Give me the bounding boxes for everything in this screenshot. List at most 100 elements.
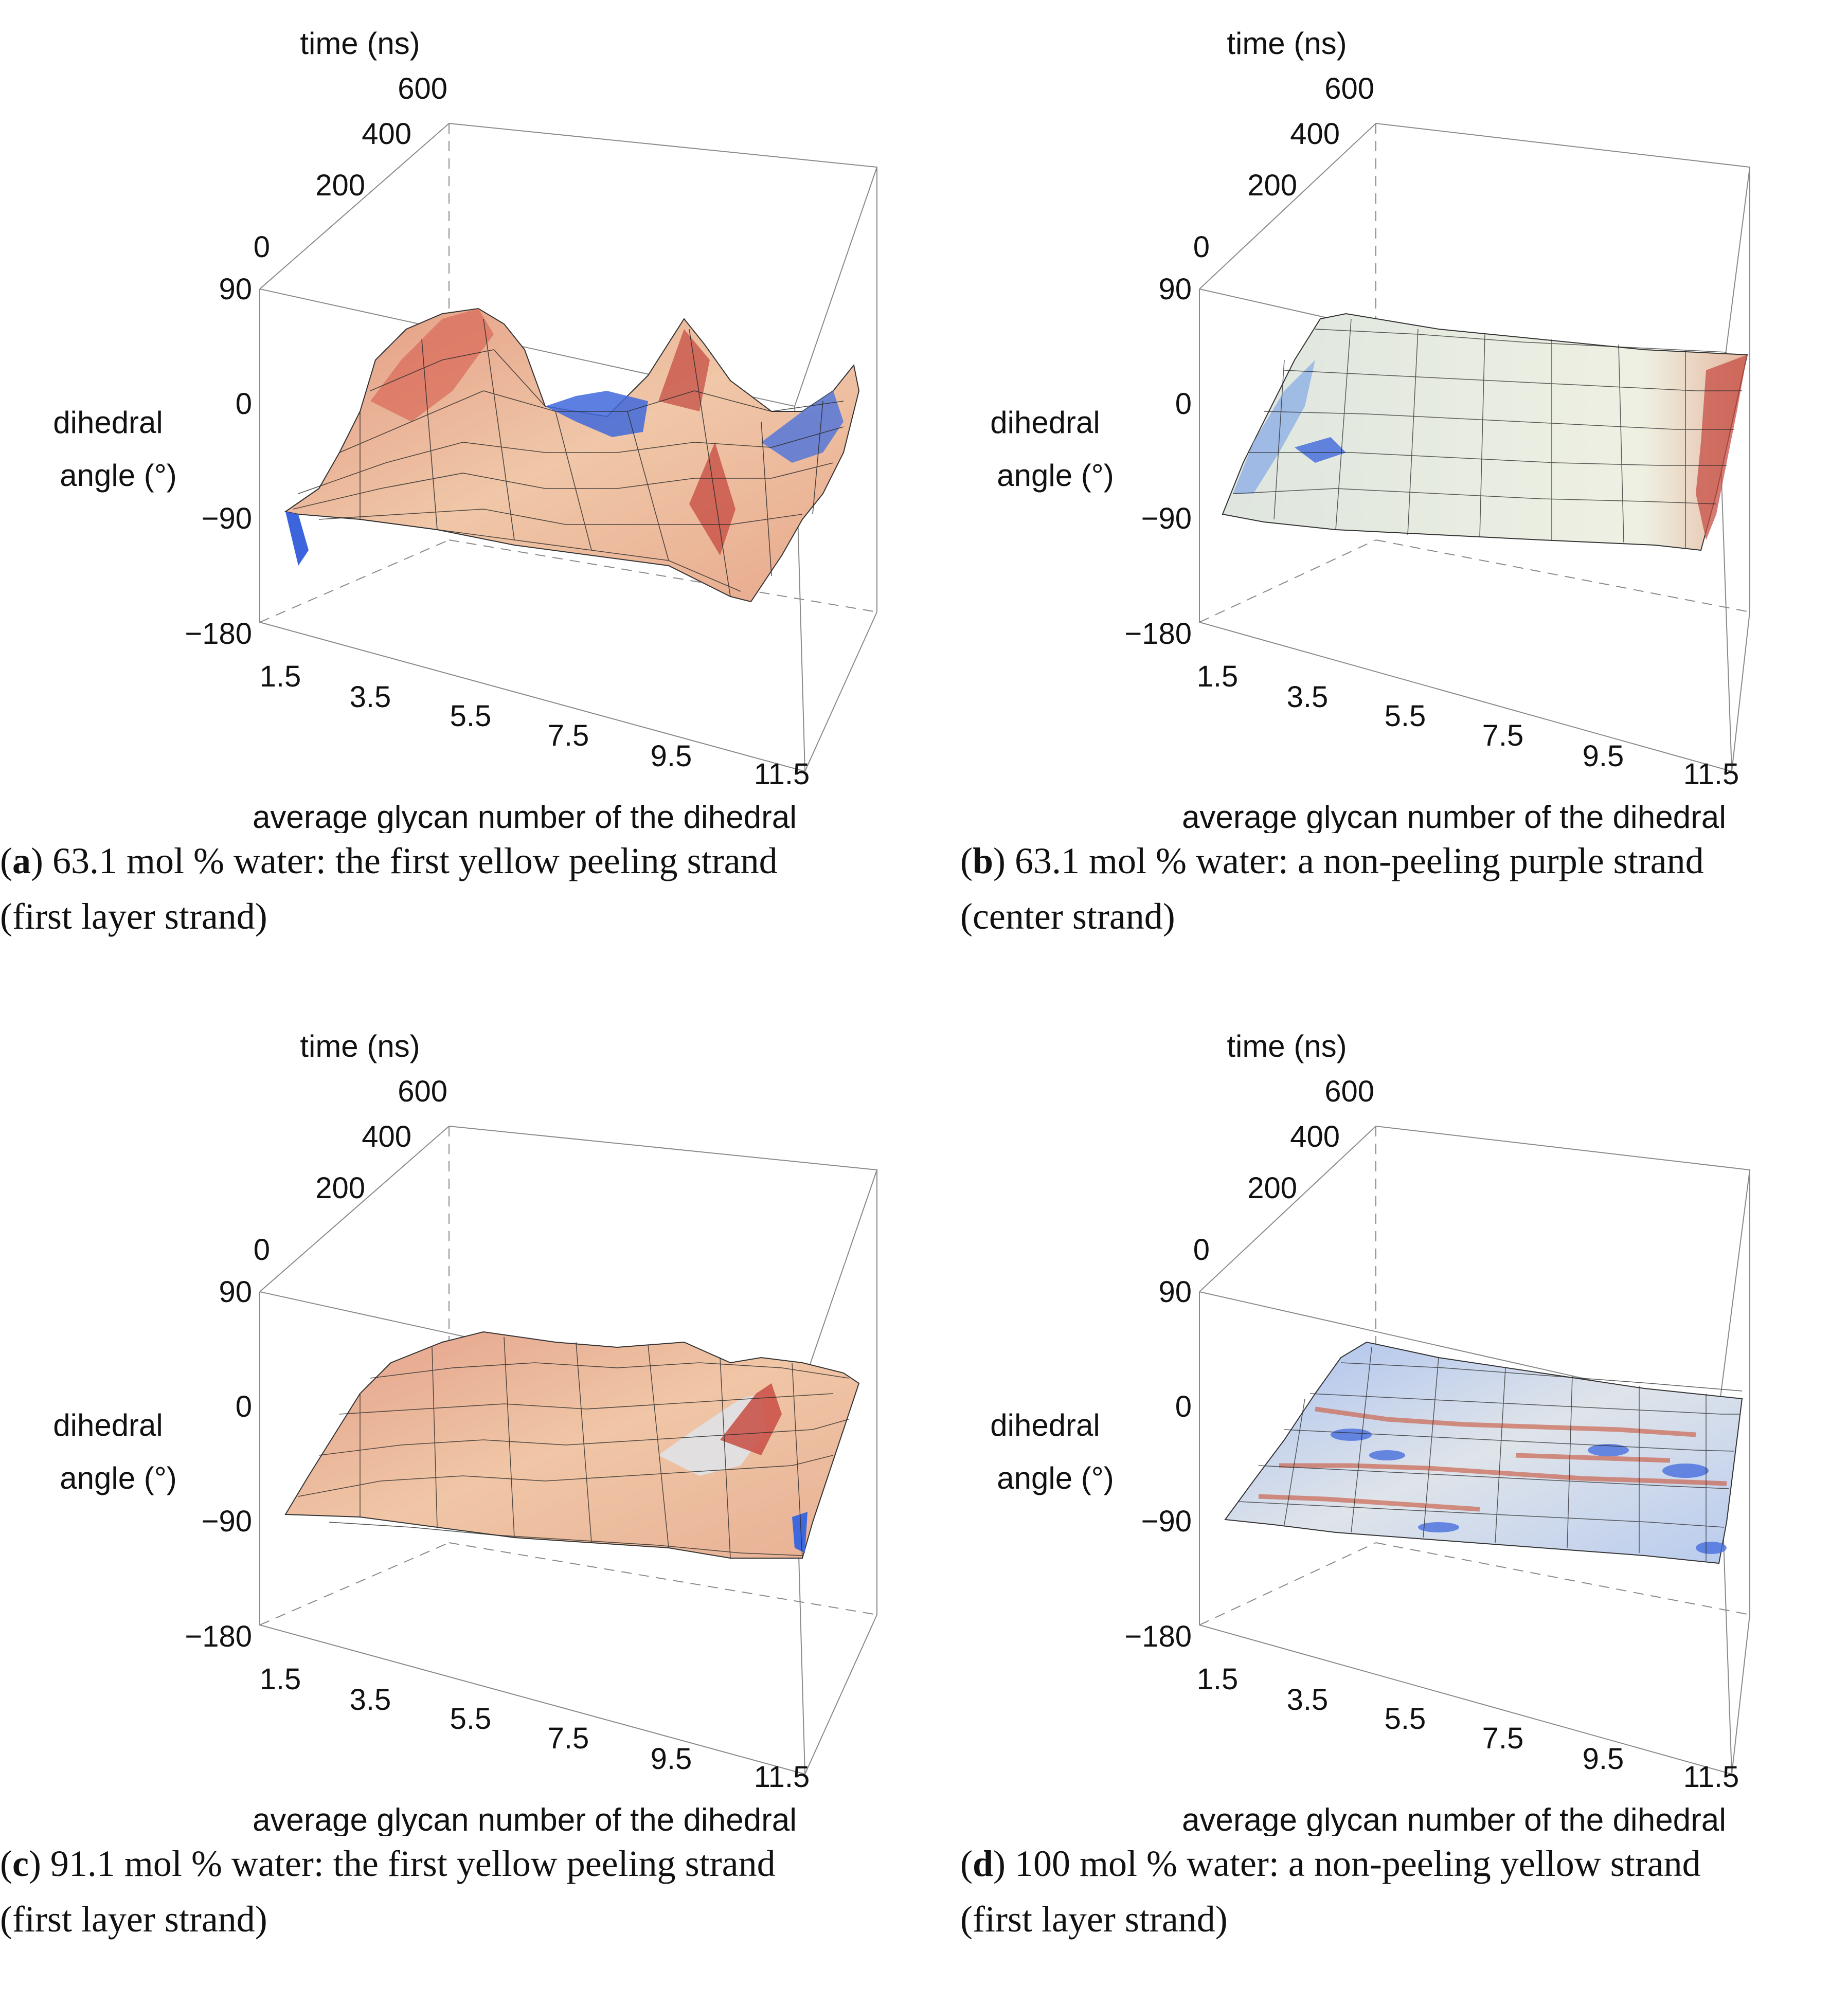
- x-tick-label-d-1: 3.5: [1287, 1683, 1329, 1717]
- x-tick-label-b-5: 11.5: [1683, 757, 1739, 791]
- z-tick-label-b-0: 90: [1158, 273, 1192, 306]
- x-tick-label-a-0: 1.5: [260, 660, 301, 693]
- x-tick-label-d-0: 1.5: [1197, 1663, 1239, 1696]
- z-axis-label-a-line2: angle (°): [60, 458, 176, 493]
- z-tick-label-d-0: 90: [1158, 1275, 1192, 1309]
- x-tick-label-b-3: 7.5: [1482, 719, 1524, 752]
- surface-d-red-streaks: [1258, 1406, 1727, 1512]
- y-tick-label-b-0: 0: [1193, 230, 1210, 264]
- x-tick-label-c-5: 11.5: [754, 1760, 810, 1794]
- panel-d: 90 0 −90 −180 dihedral angle (°) time (n…: [924, 1003, 1848, 2005]
- x-tick-label-d-2: 5.5: [1385, 1702, 1426, 1736]
- y-tick-label-c-2: 400: [362, 1120, 411, 1153]
- y-axis-label-d: time (ns): [1227, 1029, 1347, 1063]
- y-tick-label-d-1: 200: [1247, 1171, 1297, 1205]
- surface-c-dip: [658, 1394, 766, 1476]
- surface-b-blue-edge: [1233, 360, 1315, 494]
- surface-a-ridge-2: [658, 329, 710, 411]
- x-tick-label-b-4: 9.5: [1583, 739, 1624, 773]
- z-tick-label-a-3: −180: [185, 617, 252, 651]
- x-axis-label-a: average glycan number of the dihedral: [253, 800, 797, 833]
- y-axis-label-a: time (ns): [300, 26, 420, 61]
- surface-plot-b: 90 0 −90 −180 dihedral angle (°) time (n…: [990, 26, 1750, 833]
- z-tick-label-c-3: −180: [185, 1620, 252, 1653]
- surface-plot-a: 90 0 −90 −180 dihedral angle (°) time (n…: [53, 26, 877, 833]
- x-tick-label-b-2: 5.5: [1385, 699, 1426, 733]
- y-tick-label-a-1: 200: [315, 169, 365, 202]
- z-tick-label-c-0: 90: [219, 1275, 252, 1309]
- y-tick-label-a-0: 0: [254, 230, 270, 264]
- caption-c-label: c: [12, 1843, 29, 1884]
- y-tick-label-c-3: 600: [398, 1075, 447, 1108]
- panel-a: 90 0 −90 −180 dihedral angle (°) time (n…: [0, 0, 924, 1002]
- z-tick-label-b-1: 0: [1175, 387, 1192, 421]
- x-tick-label-c-2: 5.5: [450, 1702, 492, 1736]
- z-axis-label-c-line2: angle (°): [60, 1461, 176, 1495]
- caption-d: (d) 100 mol % water: a non-peeling yello…: [960, 1843, 1701, 1940]
- y-tick-label-c-1: 200: [315, 1171, 365, 1205]
- panel-c: 90 0 −90 −180 dihedral angle (°) time (n…: [0, 1003, 924, 2005]
- z-tick-label-a-1: 0: [236, 387, 252, 421]
- caption-b-line2: (center strand): [960, 896, 1175, 937]
- surface-b-mesh: [1232, 318, 1742, 548]
- caption-d-label: d: [972, 1843, 994, 1884]
- x-tick-label-a-3: 7.5: [548, 719, 589, 752]
- surface-b-blue-spot: [1295, 437, 1346, 463]
- caption-d-line2: (first layer strand): [960, 1899, 1228, 1940]
- x-tick-label-c-0: 1.5: [260, 1663, 301, 1696]
- caption-a-label: a: [12, 840, 31, 881]
- x-tick-label-b-0: 1.5: [1197, 660, 1239, 693]
- caption-a: (a) 63.1 mol % water: the first yellow p…: [0, 840, 778, 937]
- surface-a-valley-1: [545, 391, 648, 437]
- x-axis-label-c: average glycan number of the dihedral: [253, 1802, 797, 1836]
- y-axis-label-c: time (ns): [300, 1029, 420, 1063]
- surface-a-ridge-1: [370, 309, 494, 422]
- x-tick-label-c-4: 9.5: [651, 1742, 692, 1776]
- z-axis-label-c-line1: dihedral: [53, 1408, 163, 1442]
- caption-c-text: ) 91.1 mol % water: the first yellow pee…: [28, 1843, 776, 1884]
- z-tick-label-d-1: 0: [1175, 1390, 1192, 1423]
- caption-a-line2: (first layer strand): [0, 896, 267, 937]
- surface-a-ridge-3: [689, 442, 735, 555]
- caption-d-text: ) 100 mol % water: a non-peeling yellow …: [993, 1843, 1701, 1884]
- x-tick-label-c-3: 7.5: [548, 1722, 589, 1755]
- y-tick-label-d-2: 400: [1290, 1120, 1340, 1153]
- surface-plot-d: 90 0 −90 −180 dihedral angle (°) time (n…: [990, 1029, 1750, 1836]
- x-tick-label-a-4: 9.5: [651, 739, 692, 773]
- caption-c: (c) 91.1 mol % water: the first yellow p…: [0, 1843, 776, 1940]
- z-axis-label-a-line1: dihedral: [53, 405, 163, 440]
- y-tick-label-b-1: 200: [1247, 169, 1297, 202]
- surface-c: [284, 1331, 860, 1559]
- surface-a-front-flap: [285, 512, 309, 566]
- z-tick-label-d-2: −90: [1141, 1505, 1192, 1538]
- surface-c-peak: [720, 1383, 782, 1455]
- caption-b-text: ) 63.1 mol % water: a non-peeling purple…: [993, 840, 1704, 881]
- y-tick-label-d-3: 600: [1324, 1075, 1374, 1108]
- caption-b: (b) 63.1 mol % water: a non-peeling purp…: [960, 840, 1704, 937]
- z-tick-label-a-0: 90: [219, 273, 252, 306]
- surface-b-red-edge: [1696, 355, 1747, 540]
- z-tick-label-a-2: −90: [202, 502, 252, 535]
- x-tick-label-d-5: 11.5: [1683, 1760, 1739, 1794]
- x-tick-label-a-5: 11.5: [754, 757, 810, 791]
- surface-a: [284, 308, 860, 603]
- y-tick-label-c-0: 0: [254, 1233, 270, 1267]
- x-axis-label-d: average glycan number of the dihedral: [1182, 1802, 1726, 1836]
- x-tick-label-d-4: 9.5: [1583, 1742, 1624, 1776]
- surface-a-mesh: [293, 318, 844, 597]
- x-axis-label-b: average glycan number of the dihedral: [1182, 800, 1726, 833]
- x-tick-label-a-1: 3.5: [350, 680, 391, 714]
- y-tick-label-a-2: 400: [362, 117, 411, 151]
- z-axis-label-b-line1: dihedral: [990, 405, 1100, 440]
- surface-c-mesh: [298, 1336, 849, 1559]
- surface-c-blue-edge: [792, 1512, 808, 1553]
- caption-a-text: ) 63.1 mol % water: the first yellow pee…: [30, 840, 778, 881]
- x-tick-label-a-2: 5.5: [450, 699, 492, 733]
- surface-d: [1224, 1341, 1743, 1564]
- x-tick-label-b-1: 3.5: [1287, 680, 1329, 714]
- z-tick-label-c-1: 0: [236, 1390, 252, 1423]
- panel-b: 90 0 −90 −180 dihedral angle (°) time (n…: [924, 0, 1848, 1002]
- y-tick-label-b-3: 600: [1324, 72, 1374, 105]
- surface-plot-c: 90 0 −90 −180 dihedral angle (°) time (n…: [53, 1029, 877, 1836]
- surface-d-mesh: [1237, 1347, 1743, 1561]
